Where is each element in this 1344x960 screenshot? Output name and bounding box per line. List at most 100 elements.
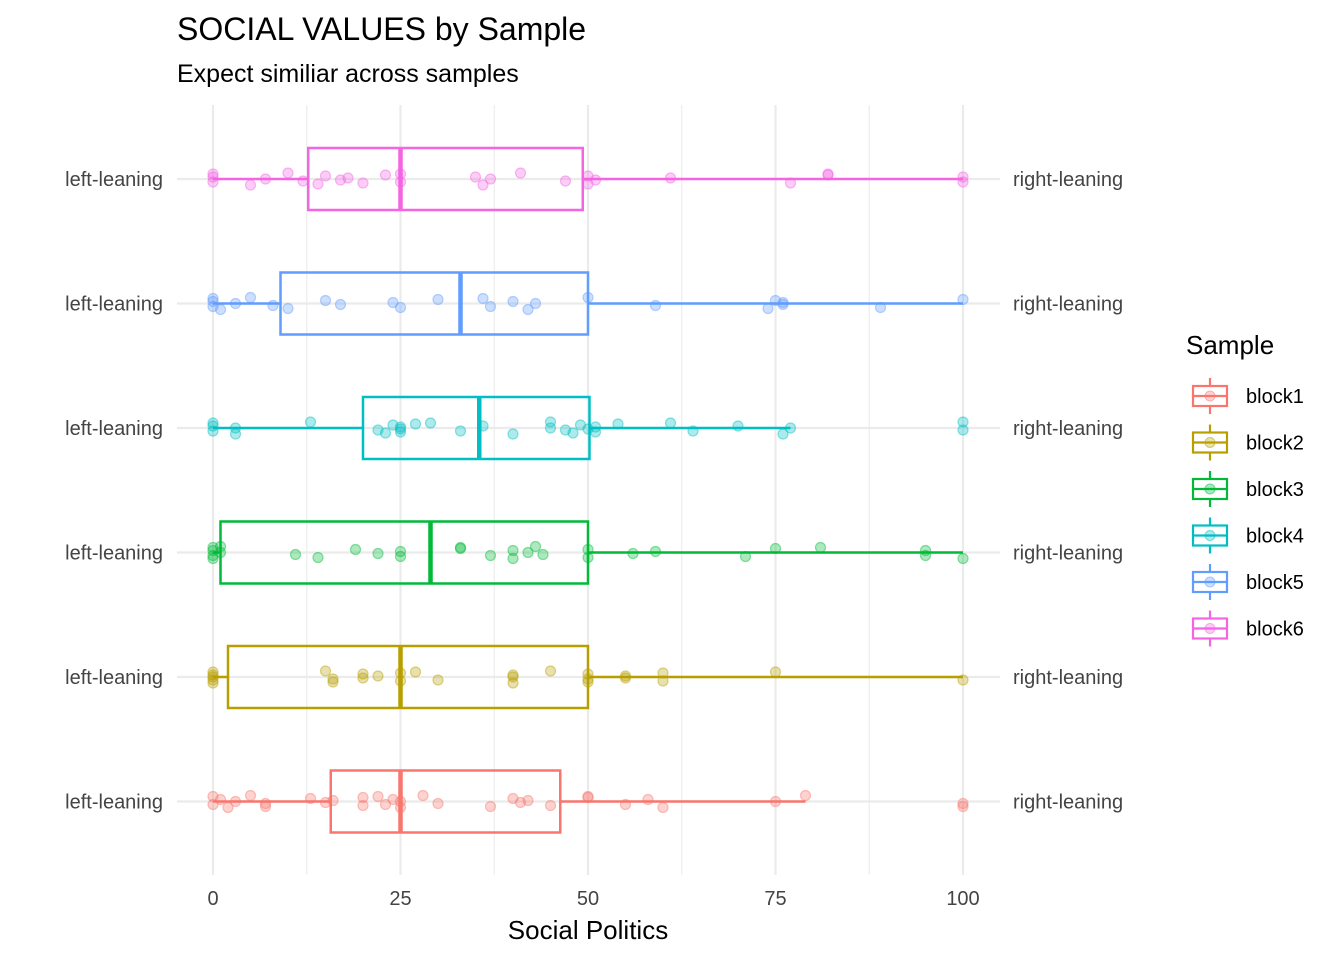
data-point <box>582 551 594 564</box>
data-point <box>214 546 227 559</box>
data-point <box>507 792 519 805</box>
y-label-left: left-leaning <box>65 418 163 440</box>
data-point <box>282 167 294 179</box>
data-point <box>522 794 534 807</box>
data-point <box>357 672 369 684</box>
data-point <box>529 297 542 310</box>
data-point <box>769 294 782 307</box>
data-point <box>769 795 782 808</box>
data-point <box>357 799 369 812</box>
data-point <box>507 544 519 557</box>
data-point <box>282 302 294 315</box>
data-point <box>507 428 519 440</box>
data-point <box>372 424 384 436</box>
data-point <box>544 416 557 428</box>
data-point <box>574 419 587 431</box>
data-point <box>372 670 384 682</box>
y-label-left: left-leaning <box>65 543 163 565</box>
data-point <box>454 541 467 554</box>
data-point <box>957 800 969 813</box>
data-point <box>207 666 219 678</box>
legend-point <box>1204 623 1216 634</box>
data-point <box>244 179 257 191</box>
data-point <box>739 550 752 563</box>
data-point <box>394 176 407 188</box>
data-point <box>319 294 332 307</box>
data-point <box>207 171 219 183</box>
data-point <box>777 428 789 440</box>
data-point <box>582 673 594 685</box>
plot-area <box>207 146 969 834</box>
box <box>329 769 562 834</box>
data-point <box>484 300 497 313</box>
data-point <box>342 172 354 184</box>
data-point <box>207 292 219 305</box>
data-point <box>259 173 272 185</box>
data-point <box>394 426 407 438</box>
legend-key-block3 <box>1191 471 1229 507</box>
data-point <box>297 175 309 187</box>
data-point <box>777 296 789 309</box>
data-point <box>207 669 219 681</box>
data-point <box>327 673 339 685</box>
data-point <box>334 298 347 311</box>
y-label-right: right-leaning <box>1013 169 1123 191</box>
legend-label: block5 <box>1246 572 1304 594</box>
data-point <box>582 178 594 190</box>
data-point <box>304 416 317 428</box>
x-axis-title: Social Politics <box>508 915 668 945</box>
legend-label: block6 <box>1246 619 1304 641</box>
data-point <box>522 546 534 559</box>
series-block2 <box>207 644 969 710</box>
legend-key-block1 <box>1191 378 1229 414</box>
x-axis: 0 25 50 75 100 <box>207 888 979 910</box>
data-point <box>657 801 669 814</box>
data-point <box>957 552 969 565</box>
y-label-left: left-leaning <box>65 169 163 191</box>
data-point <box>379 798 392 811</box>
data-point <box>327 676 339 688</box>
series-block3 <box>207 520 969 585</box>
data-point <box>657 675 669 687</box>
data-point <box>582 291 594 304</box>
data-point <box>582 790 594 803</box>
data-point <box>822 168 834 180</box>
data-point <box>582 791 594 804</box>
data-point <box>207 544 219 557</box>
data-point <box>559 424 572 436</box>
data-point <box>207 425 219 437</box>
legend-point <box>1204 437 1216 448</box>
data-point <box>387 419 399 431</box>
data-point <box>394 801 407 814</box>
data-point <box>417 789 429 802</box>
legend-key-block6 <box>1191 610 1229 647</box>
data-point <box>424 417 437 429</box>
data-point <box>207 176 219 188</box>
data-point <box>207 295 219 308</box>
data-point <box>432 293 444 306</box>
data-point <box>357 791 369 804</box>
data-point <box>957 674 969 686</box>
data-point <box>319 665 332 677</box>
data-point <box>394 545 407 558</box>
data-point <box>769 666 782 678</box>
legend-label: block3 <box>1246 479 1304 501</box>
legend-point <box>1204 530 1216 541</box>
data-point <box>507 677 519 689</box>
data-point <box>649 545 662 558</box>
box <box>307 146 584 212</box>
data-point <box>537 548 549 561</box>
data-point <box>957 171 969 183</box>
y-label-right: right-leaning <box>1013 667 1123 689</box>
data-point <box>484 173 497 185</box>
data-point <box>454 425 467 437</box>
x-tick-label: 0 <box>207 888 218 910</box>
data-point <box>589 426 602 438</box>
data-point <box>732 420 744 432</box>
data-point <box>357 177 369 189</box>
data-point <box>784 422 797 434</box>
data-point <box>312 178 324 190</box>
data-point <box>919 544 932 557</box>
data-point <box>919 549 932 562</box>
data-point <box>394 301 407 314</box>
